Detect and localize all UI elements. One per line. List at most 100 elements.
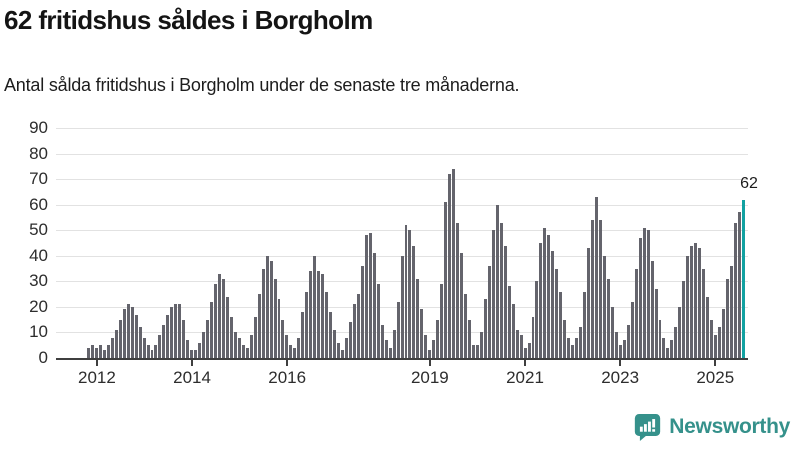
x-axis-tick [714, 360, 717, 366]
bar [166, 314, 170, 358]
y-axis-label: 0 [38, 348, 48, 367]
bar [249, 335, 253, 358]
bar [587, 248, 591, 358]
bar [610, 306, 614, 358]
bar [186, 340, 190, 358]
bar [471, 345, 475, 358]
x-axis-label: 2023 [601, 368, 640, 387]
bar [622, 340, 626, 358]
bar [126, 304, 130, 358]
bar [182, 319, 186, 358]
bar [468, 319, 471, 358]
bar [674, 327, 678, 358]
brand-wordmark: Newsworthy [669, 415, 790, 438]
bar [662, 337, 666, 358]
bar [448, 174, 452, 358]
gridline [56, 179, 748, 181]
bar [436, 319, 440, 358]
bar [642, 227, 646, 358]
bar [690, 245, 694, 358]
bar [598, 220, 602, 358]
y-axis-label: 70 [29, 169, 48, 189]
bar [519, 335, 523, 358]
bar [90, 345, 94, 358]
brand-link[interactable]: Newsworthy [634, 412, 790, 442]
bar [420, 309, 424, 358]
bar [130, 306, 134, 358]
bar [360, 266, 364, 358]
bar [225, 296, 229, 358]
bar [658, 319, 662, 358]
bar [563, 319, 567, 358]
bar [606, 278, 610, 358]
bar [210, 301, 213, 358]
bar [543, 227, 547, 358]
bar [567, 337, 571, 358]
bar [138, 327, 142, 358]
bar-chart: 0 10 20 30 40 50 60 70 80 90 62 2012 2014 2016 2019 2… [10, 118, 758, 398]
bar [666, 347, 670, 358]
bar [162, 324, 166, 358]
bar [400, 255, 404, 358]
bar [194, 350, 198, 358]
bar [710, 319, 714, 358]
bar [329, 312, 333, 358]
bar [142, 337, 146, 358]
bar [408, 230, 412, 358]
bar [531, 317, 535, 358]
bar [214, 283, 217, 358]
bar [733, 222, 737, 358]
bar [591, 220, 594, 358]
bar [273, 278, 277, 358]
bar [499, 222, 503, 358]
bar [372, 253, 376, 358]
bar [654, 289, 658, 358]
bar [464, 294, 467, 358]
bar [114, 329, 118, 358]
bar [595, 197, 598, 358]
bar [638, 237, 642, 358]
bar [575, 337, 579, 358]
bar [698, 248, 702, 358]
bar [237, 337, 241, 358]
bar [293, 347, 297, 358]
bar [579, 327, 583, 358]
bar [269, 260, 273, 358]
bar [503, 245, 507, 358]
bar [535, 281, 539, 358]
bar [285, 335, 289, 358]
x-axis-tick [95, 360, 98, 366]
bar [650, 260, 654, 358]
bar [682, 281, 686, 358]
bar [456, 222, 460, 358]
x-axis-label: 2021 [506, 368, 544, 387]
bar [686, 255, 690, 358]
bar [718, 327, 721, 358]
bar [702, 268, 706, 358]
bar [495, 204, 499, 358]
bar [325, 291, 329, 358]
bar [198, 342, 202, 358]
bar [432, 340, 436, 358]
bar [444, 202, 448, 358]
bar [241, 345, 245, 358]
x-axis-label: 2025 [696, 368, 735, 387]
bar [725, 278, 729, 358]
bar [297, 337, 301, 358]
bar [487, 266, 491, 358]
bar [515, 329, 519, 358]
x-axis-label: 2019 [410, 368, 449, 387]
bar [110, 337, 114, 358]
bar [158, 335, 162, 358]
bar [202, 332, 206, 358]
bar [424, 335, 428, 358]
bar [106, 345, 110, 358]
bar [555, 268, 559, 358]
bar [309, 271, 313, 358]
bar [102, 350, 106, 358]
bar [547, 235, 551, 358]
bar [479, 332, 483, 358]
bar [384, 340, 388, 358]
bar [321, 273, 325, 358]
bar [265, 255, 269, 358]
